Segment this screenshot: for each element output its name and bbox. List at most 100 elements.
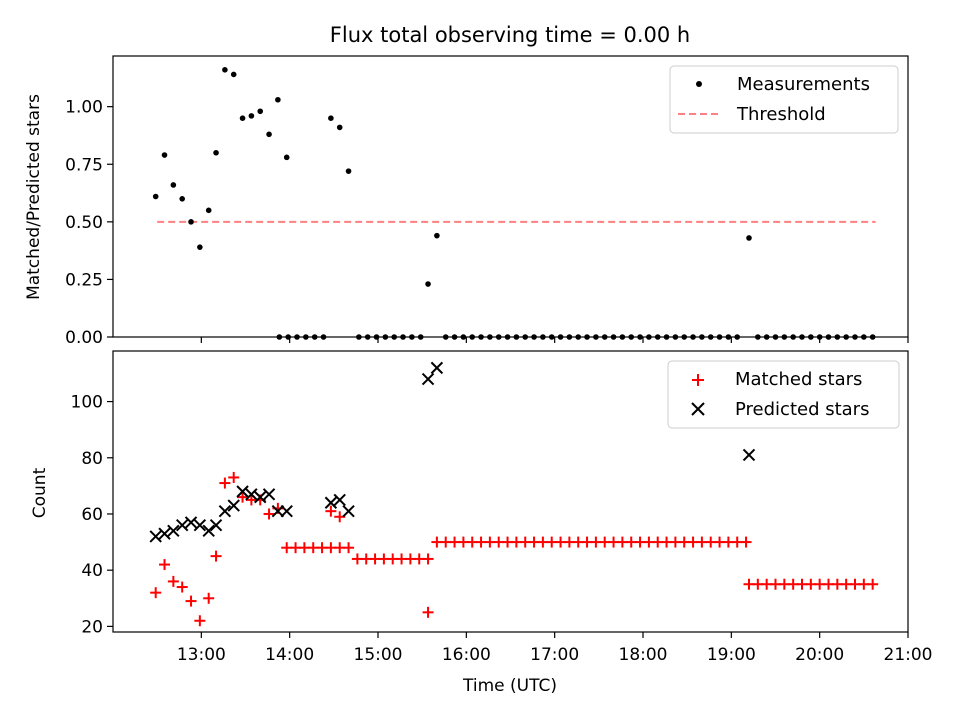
- measurement-point: [152, 193, 159, 200]
- top-legend: Measurements Threshold: [669, 65, 899, 134]
- legend-predicted-marker: [691, 402, 705, 416]
- measurement-point: [239, 115, 246, 121]
- matched-star-point: [185, 595, 197, 607]
- matched-star-point: [176, 581, 188, 593]
- predicted-star-point: [193, 519, 207, 532]
- matched-star-point: [263, 508, 275, 520]
- top-y-tick-label: 0.00: [65, 328, 103, 348]
- bottom-panel: Count Time (UTC) 20 40 60 80 100 13:00 14:00 15…: [30, 350, 933, 696]
- predicted-star-point: [421, 372, 435, 386]
- bottom-x-tick-label: 21:00: [884, 645, 933, 665]
- bottom-data-points: [149, 361, 879, 627]
- measurement-point: [197, 244, 203, 250]
- matched-star-point: [194, 615, 206, 627]
- measurement-point: [205, 207, 212, 214]
- measurement-point: [266, 131, 272, 138]
- measurement-point: [328, 115, 334, 121]
- legend-measurements-marker: [696, 81, 702, 87]
- predicted-star-point: [280, 504, 293, 518]
- bottom-x-tick-label: 13:00: [177, 645, 226, 665]
- measurement-point: [257, 108, 264, 115]
- top-y-tick-label: 0.75: [65, 155, 103, 175]
- measurement-point: [275, 96, 281, 103]
- measurement-point: [230, 71, 237, 78]
- predicted-star-point: [430, 361, 444, 375]
- predicted-star-point: [342, 504, 355, 518]
- matched-star-point: [159, 559, 171, 571]
- measurement-point: [179, 196, 185, 202]
- matched-star-point: [867, 578, 879, 590]
- matched-star-point: [167, 575, 179, 587]
- measurement-point: [283, 154, 290, 161]
- matched-star-point: [325, 505, 337, 517]
- predicted-star-point: [167, 524, 180, 538]
- measurement-point: [425, 281, 431, 287]
- matched-star-point: [422, 606, 434, 618]
- measurement-point: [188, 219, 194, 225]
- predicted-star-point: [254, 490, 267, 504]
- top-y-tick-label: 0.25: [65, 270, 103, 290]
- measurement-point: [746, 235, 752, 241]
- bottom-x-tick-label: 16:00: [442, 645, 491, 665]
- legend-predicted-label: Predicted stars: [735, 399, 869, 420]
- bottom-x-tick-label: 14:00: [265, 645, 314, 665]
- measurement-point: [222, 67, 228, 73]
- top-data-points: [152, 67, 876, 340]
- measurement-point: [345, 168, 352, 174]
- legend-measurements-label: Measurements: [737, 74, 870, 95]
- predicted-star-point: [245, 488, 258, 501]
- predicted-star-point: [209, 519, 223, 532]
- measurement-point: [248, 113, 255, 119]
- bottom-x-tick-label: 18:00: [619, 645, 668, 665]
- bottom-x-tick-label: 20:00: [795, 645, 844, 665]
- matched-star-point: [740, 536, 752, 548]
- predicted-star-point: [227, 499, 240, 512]
- predicted-star-point: [324, 496, 338, 509]
- matched-star-point: [237, 491, 249, 503]
- matched-star-point: [422, 553, 434, 565]
- top-panel: Flux total observing time = 0.00 h Match…: [24, 23, 909, 348]
- bottom-x-tick-label: 15:00: [354, 645, 403, 665]
- bottom-y-tick-label: 60: [81, 505, 103, 525]
- bottom-y-tick-label: 40: [81, 561, 103, 581]
- legend-threshold-label: Threshold: [736, 104, 826, 125]
- bottom-x-axis-label: Time (UTC): [462, 676, 557, 696]
- bottom-x-tick-label: 17:00: [530, 645, 579, 665]
- predicted-star-point: [158, 527, 171, 540]
- top-legend-box: [669, 65, 899, 134]
- predicted-star-point: [271, 504, 285, 518]
- measurement-point: [170, 182, 177, 188]
- measurement-point: [434, 232, 440, 239]
- measurement-point: [213, 149, 219, 156]
- top-y-axis-label: Matched/Predicted stars: [24, 94, 44, 300]
- matched-star-point: [150, 587, 162, 599]
- top-y-tick-label: 0.50: [65, 213, 103, 233]
- bottom-x-tick-label: 19:00: [707, 645, 756, 665]
- measurement-point: [336, 124, 343, 131]
- predicted-star-point: [236, 485, 249, 498]
- bottom-y-tick-label: 20: [81, 617, 103, 637]
- bottom-axis-ticks: 20 40 60 80 100 13:00 14:00 15:00 16:00 17:00 18:0…: [71, 393, 933, 665]
- top-plot-frame: [112, 55, 909, 338]
- top-y-tick-label: 1.00: [65, 98, 103, 118]
- bottom-legend: Matched stars Predicted stars: [667, 360, 900, 429]
- bottom-y-axis-label: Count: [30, 467, 50, 518]
- matched-star-point: [219, 477, 231, 489]
- predicted-star-point: [333, 493, 346, 507]
- predicted-star-point: [149, 530, 162, 543]
- bottom-plot-frame: [112, 350, 909, 633]
- matched-star-point: [210, 550, 222, 562]
- bottom-legend-box: [667, 360, 900, 429]
- predicted-star-point: [742, 448, 756, 462]
- bottom-y-tick-label: 100: [71, 393, 103, 413]
- matched-star-point: [343, 542, 355, 554]
- predicted-star-point: [202, 524, 215, 538]
- legend-matched-marker: [692, 374, 704, 386]
- measurement-point: [161, 152, 168, 158]
- predicted-star-point: [184, 516, 198, 529]
- matched-star-point: [228, 471, 240, 483]
- matched-star-point: [203, 592, 215, 604]
- top-axis-ticks: 0.00 0.25 0.50 0.75 1.00: [65, 98, 909, 348]
- predicted-star-point: [175, 519, 189, 532]
